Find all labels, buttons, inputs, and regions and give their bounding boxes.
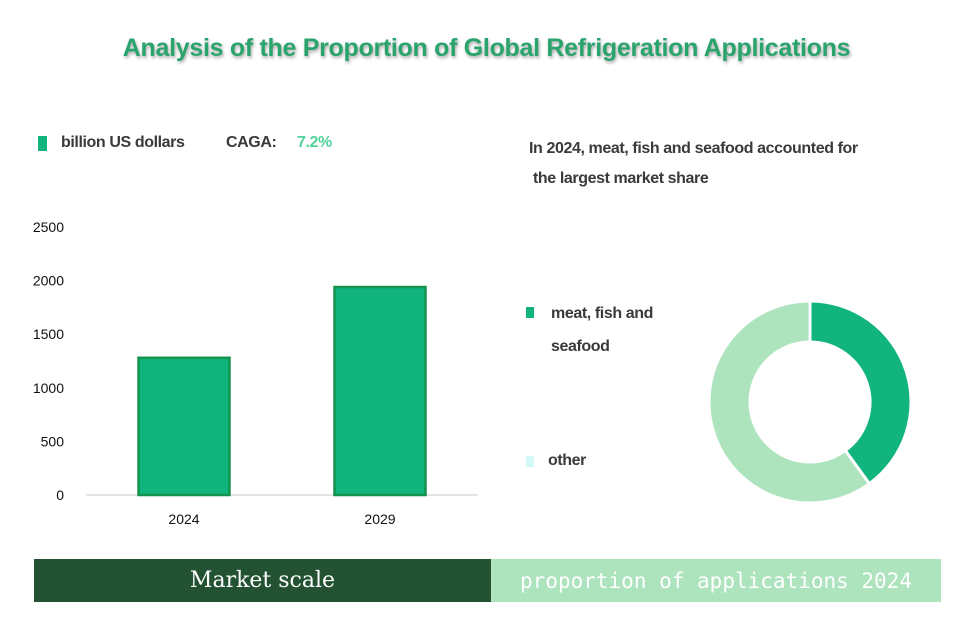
- bar-legend: billion US dollars: [38, 134, 185, 152]
- donut-note-line2: the largest market share: [533, 170, 709, 187]
- unit-label: billion US dollars: [61, 134, 185, 151]
- caga-group: CAGA:: [226, 134, 277, 152]
- bar-legend-swatch: [38, 135, 47, 151]
- bar-2029: [333, 285, 427, 497]
- other-legend-label: other: [548, 452, 587, 469]
- donut-legend-item-other: other: [526, 452, 586, 470]
- caga-value: 7.2%: [297, 134, 332, 151]
- y-tick-label: 500: [41, 433, 65, 449]
- footer-right-label: proportion of applications 2024: [520, 568, 912, 593]
- y-tick-label: 1500: [33, 326, 64, 342]
- y-tick-label: 1000: [33, 380, 64, 396]
- bar-2024: [137, 356, 231, 497]
- x-tick-label: 2024: [168, 511, 199, 527]
- footer-market-scale: Market scale: [34, 559, 491, 602]
- bar-chart: 0 500 1000 1500 2000 2500 2024 2029: [33, 219, 478, 527]
- meat-legend-label: meat, fish and seafood: [551, 305, 653, 355]
- footer-left-label: Market scale: [189, 568, 336, 593]
- y-tick-label: 2000: [33, 273, 64, 289]
- donut-legend-item-meat: meat, fish and seafood: [526, 304, 671, 363]
- caga-label: CAGA:: [226, 134, 277, 151]
- footer-proportion: proportion of applications 2024: [491, 559, 941, 602]
- donut-slice-meat-fish-seafood: [808, 299, 913, 486]
- donut-slice-other: [707, 299, 872, 505]
- donut-note-line1: In 2024, meat, fish and seafood accounte…: [529, 140, 858, 157]
- x-tick-label: 2029: [364, 511, 395, 527]
- meat-legend-swatch: [526, 307, 534, 318]
- donut-note: In 2024, meat, fish and seafood accounte…: [529, 134, 909, 194]
- page-title: Analysis of the Proportion of Global Ref…: [122, 34, 851, 62]
- donut-chart: [707, 299, 913, 505]
- other-legend-swatch: [526, 455, 534, 467]
- y-tick-label: 0: [56, 487, 64, 503]
- caga-value-wrap: 7.2%: [297, 134, 332, 152]
- y-tick-label: 2500: [33, 219, 64, 235]
